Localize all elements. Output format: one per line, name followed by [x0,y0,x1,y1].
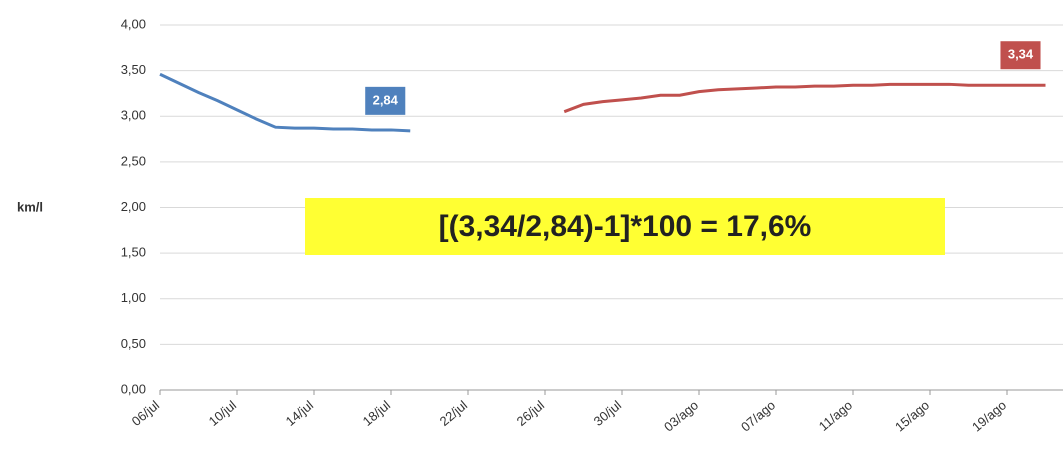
x-tick-label: 03/ago [661,397,701,434]
x-tick-label: 06/jul [129,397,163,429]
series-line [159,72,411,133]
y-tick-label: 0,50 [121,336,146,351]
x-tick-label: 22/jul [437,397,471,429]
series-line [563,82,1046,114]
x-tick-label: 19/ago [969,397,1009,434]
y-tick-label: 1,00 [121,290,146,305]
y-axis-label: km/l [17,199,43,214]
y-tick-label: 2,00 [121,199,146,214]
x-tick-label: 10/jul [206,397,240,429]
data-label: 3,34 [1008,47,1034,62]
annotation: [(3,34/2,84)-1]*100 = 17,6% [439,210,812,243]
y-tick-label: 1,50 [121,245,146,260]
x-tick-label: 30/jul [591,397,625,429]
y-tick-label: 3,50 [121,62,146,77]
x-tick-label: 07/ago [738,397,778,434]
x-tick-label: 11/ago [816,397,855,433]
y-tick-label: 0,00 [121,381,146,396]
annotation-box [305,198,945,255]
data-label-box [1000,41,1041,70]
x-tick-label: 26/jul [514,397,548,429]
y-tick-label: 2,50 [121,153,146,168]
x-tick-label: 14/jul [283,397,317,429]
data-label-box [365,86,406,115]
y-tick-label: 4,00 [121,16,146,31]
x-tick-label: 15/ago [892,397,932,434]
data-label: 2,84 [373,92,399,107]
y-tick-label: 3,00 [121,108,146,123]
x-tick-label: 18/jul [360,397,394,429]
